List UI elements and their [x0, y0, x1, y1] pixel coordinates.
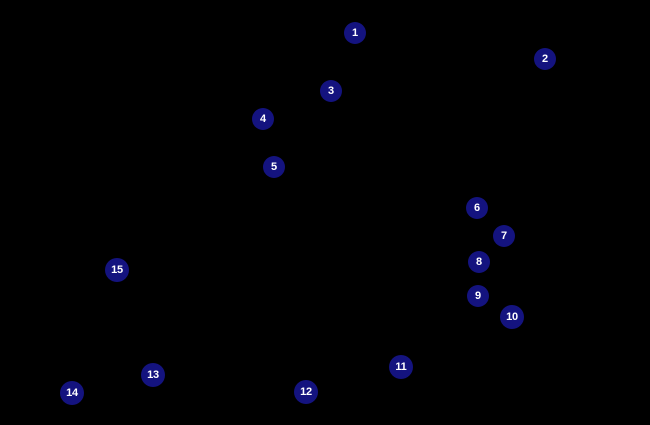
- map-marker-6[interactable]: 6: [466, 197, 488, 219]
- map-marker-5[interactable]: 5: [263, 156, 285, 178]
- map-marker-8[interactable]: 8: [468, 251, 490, 273]
- map-marker-15[interactable]: 15: [105, 258, 129, 282]
- map-marker-4[interactable]: 4: [252, 108, 274, 130]
- map-marker-14[interactable]: 14: [60, 381, 84, 405]
- map-marker-11[interactable]: 11: [389, 355, 413, 379]
- map-marker-7[interactable]: 7: [493, 225, 515, 247]
- map-marker-13[interactable]: 13: [141, 363, 165, 387]
- map-marker-3[interactable]: 3: [320, 80, 342, 102]
- map-marker-10[interactable]: 10: [500, 305, 524, 329]
- map-marker-1[interactable]: 1: [344, 22, 366, 44]
- map-marker-9[interactable]: 9: [467, 285, 489, 307]
- map-marker-12[interactable]: 12: [294, 380, 318, 404]
- map-marker-2[interactable]: 2: [534, 48, 556, 70]
